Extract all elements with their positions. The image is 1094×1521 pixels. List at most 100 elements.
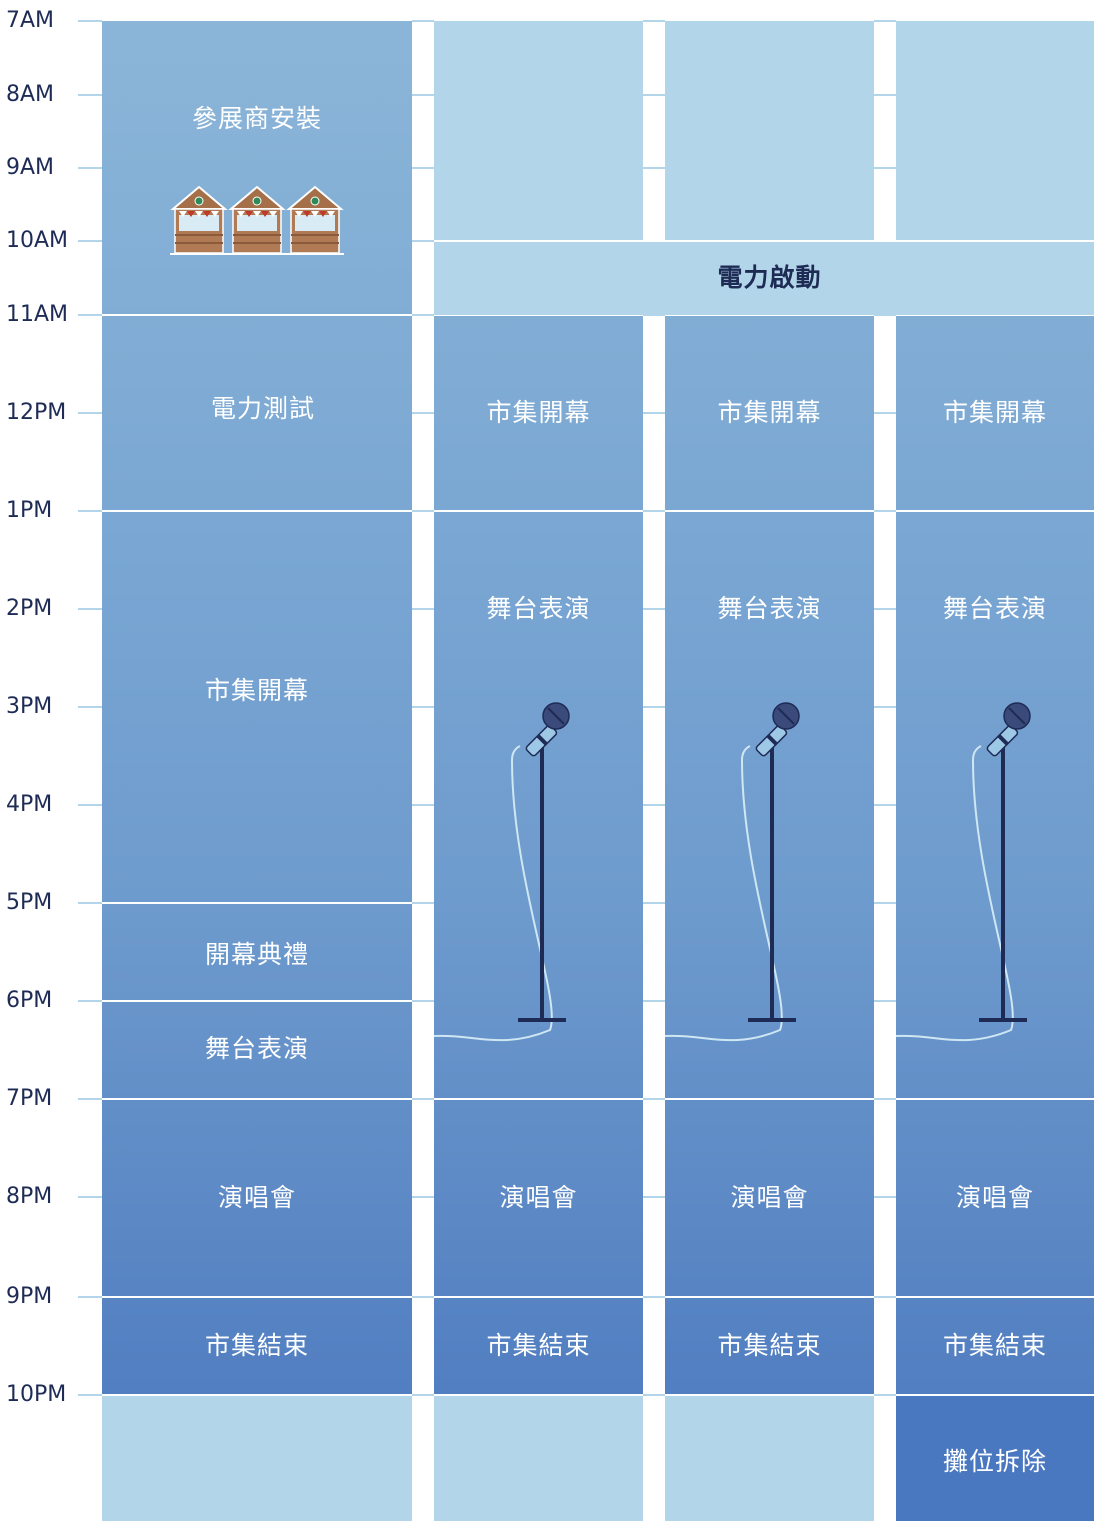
time-label: 10AM: [6, 228, 69, 253]
gridline-connector: [874, 412, 896, 414]
block-separator: [896, 1296, 1094, 1298]
event-block: [102, 903, 412, 1001]
time-label: 7AM: [6, 8, 55, 33]
event-block: [102, 21, 412, 315]
time-label: 9PM: [6, 1284, 53, 1309]
gridline-connector: [643, 1098, 665, 1100]
time-label: 3PM: [6, 694, 53, 719]
time-tick: [78, 412, 102, 414]
block-separator: [102, 1098, 412, 1100]
gridline-connector: [643, 94, 665, 96]
market-stall-icon: [286, 185, 344, 254]
event-block: [434, 1395, 643, 1521]
time-tick: [78, 902, 102, 904]
gridline-connector: [874, 1196, 896, 1198]
gridline-connector: [874, 20, 896, 22]
time-label: 4PM: [6, 792, 53, 817]
block-separator: [896, 1098, 1094, 1100]
gridline-connector: [412, 412, 434, 414]
event-block: [665, 511, 874, 1099]
event-block: [896, 511, 1094, 1099]
gridline-connector: [412, 1394, 434, 1396]
block-separator: [896, 510, 1094, 512]
gridline-connector: [874, 167, 896, 169]
time-tick: [78, 20, 102, 22]
gridline-connector: [643, 510, 665, 512]
event-label: 參展商安裝: [191, 104, 322, 133]
gridline-connector: [874, 706, 896, 708]
block-separator: [434, 1296, 643, 1298]
power-start-block: [434, 242, 1094, 315]
block-separator: [665, 510, 874, 512]
power-start-label: 電力啟動: [717, 263, 822, 292]
time-tick: [78, 1196, 102, 1198]
time-label: 6PM: [6, 988, 53, 1013]
time-tick: [78, 240, 102, 242]
gridline-connector: [874, 902, 896, 904]
time-tick: [78, 706, 102, 708]
time-tick: [78, 608, 102, 610]
gridline-connector: [412, 20, 434, 22]
gridline-connector: [643, 167, 665, 169]
block-separator: [102, 902, 412, 904]
event-block: [896, 1297, 1094, 1395]
gridline-connector: [874, 510, 896, 512]
time-tick: [78, 167, 102, 169]
gridline-connector: [412, 167, 434, 169]
event-label: 舞台表演: [486, 594, 591, 623]
time-label: 1PM: [6, 498, 53, 523]
gridline-connector: [643, 20, 665, 22]
event-label: 市集開幕: [486, 398, 591, 427]
event-block: [102, 1001, 412, 1099]
gridline-connector: [874, 1394, 896, 1396]
gridline-connector: [874, 94, 896, 96]
block-separator: [665, 1394, 874, 1396]
event-block: [434, 511, 643, 1099]
time-tick: [78, 1296, 102, 1298]
event-label: 舞台表演: [204, 1034, 309, 1063]
block-separator: [434, 314, 643, 316]
block-separator: [102, 314, 412, 316]
time-label: 5PM: [6, 890, 53, 915]
gridline-connector: [412, 1000, 434, 1002]
block-separator: [896, 314, 1094, 316]
microphone-icon: [664, 702, 800, 1042]
market-stall-icon: [170, 185, 228, 254]
gridline-connector: [412, 240, 434, 242]
event-block: [102, 1297, 412, 1395]
gridline-connector: [643, 314, 665, 316]
block-separator: [102, 1000, 412, 1002]
time-label: 10PM: [6, 1382, 67, 1407]
time-label: 8PM: [6, 1184, 53, 1209]
block-separator: [434, 510, 643, 512]
event-block: [665, 1099, 874, 1297]
event-label: 市集開幕: [942, 398, 1047, 427]
event-block: [665, 315, 874, 511]
event-block: [896, 1099, 1094, 1297]
event-label: 舞台表演: [942, 594, 1047, 623]
event-label: 演唱會: [730, 1183, 809, 1212]
event-label: 開幕典禮: [204, 940, 309, 969]
event-label: 演唱會: [217, 1183, 296, 1212]
event-block: [665, 21, 874, 241]
block-separator: [665, 1098, 874, 1100]
time-tick: [78, 1394, 102, 1396]
time-tick: [78, 1098, 102, 1100]
gridline-connector: [412, 608, 434, 610]
time-tick: [78, 94, 102, 96]
time-tick: [78, 510, 102, 512]
time-tick: [78, 1000, 102, 1002]
gridline-connector: [874, 314, 896, 316]
gridline-connector: [643, 412, 665, 414]
time-label: 12PM: [6, 400, 67, 425]
event-block: [102, 511, 412, 903]
event-block: [434, 1099, 643, 1297]
gridline-connector: [643, 1196, 665, 1198]
event-block: [434, 21, 643, 241]
time-tick: [78, 314, 102, 316]
event-label: 演唱會: [955, 1183, 1034, 1212]
event-block: [102, 1395, 412, 1521]
event-label: 市集結束: [204, 1331, 309, 1360]
